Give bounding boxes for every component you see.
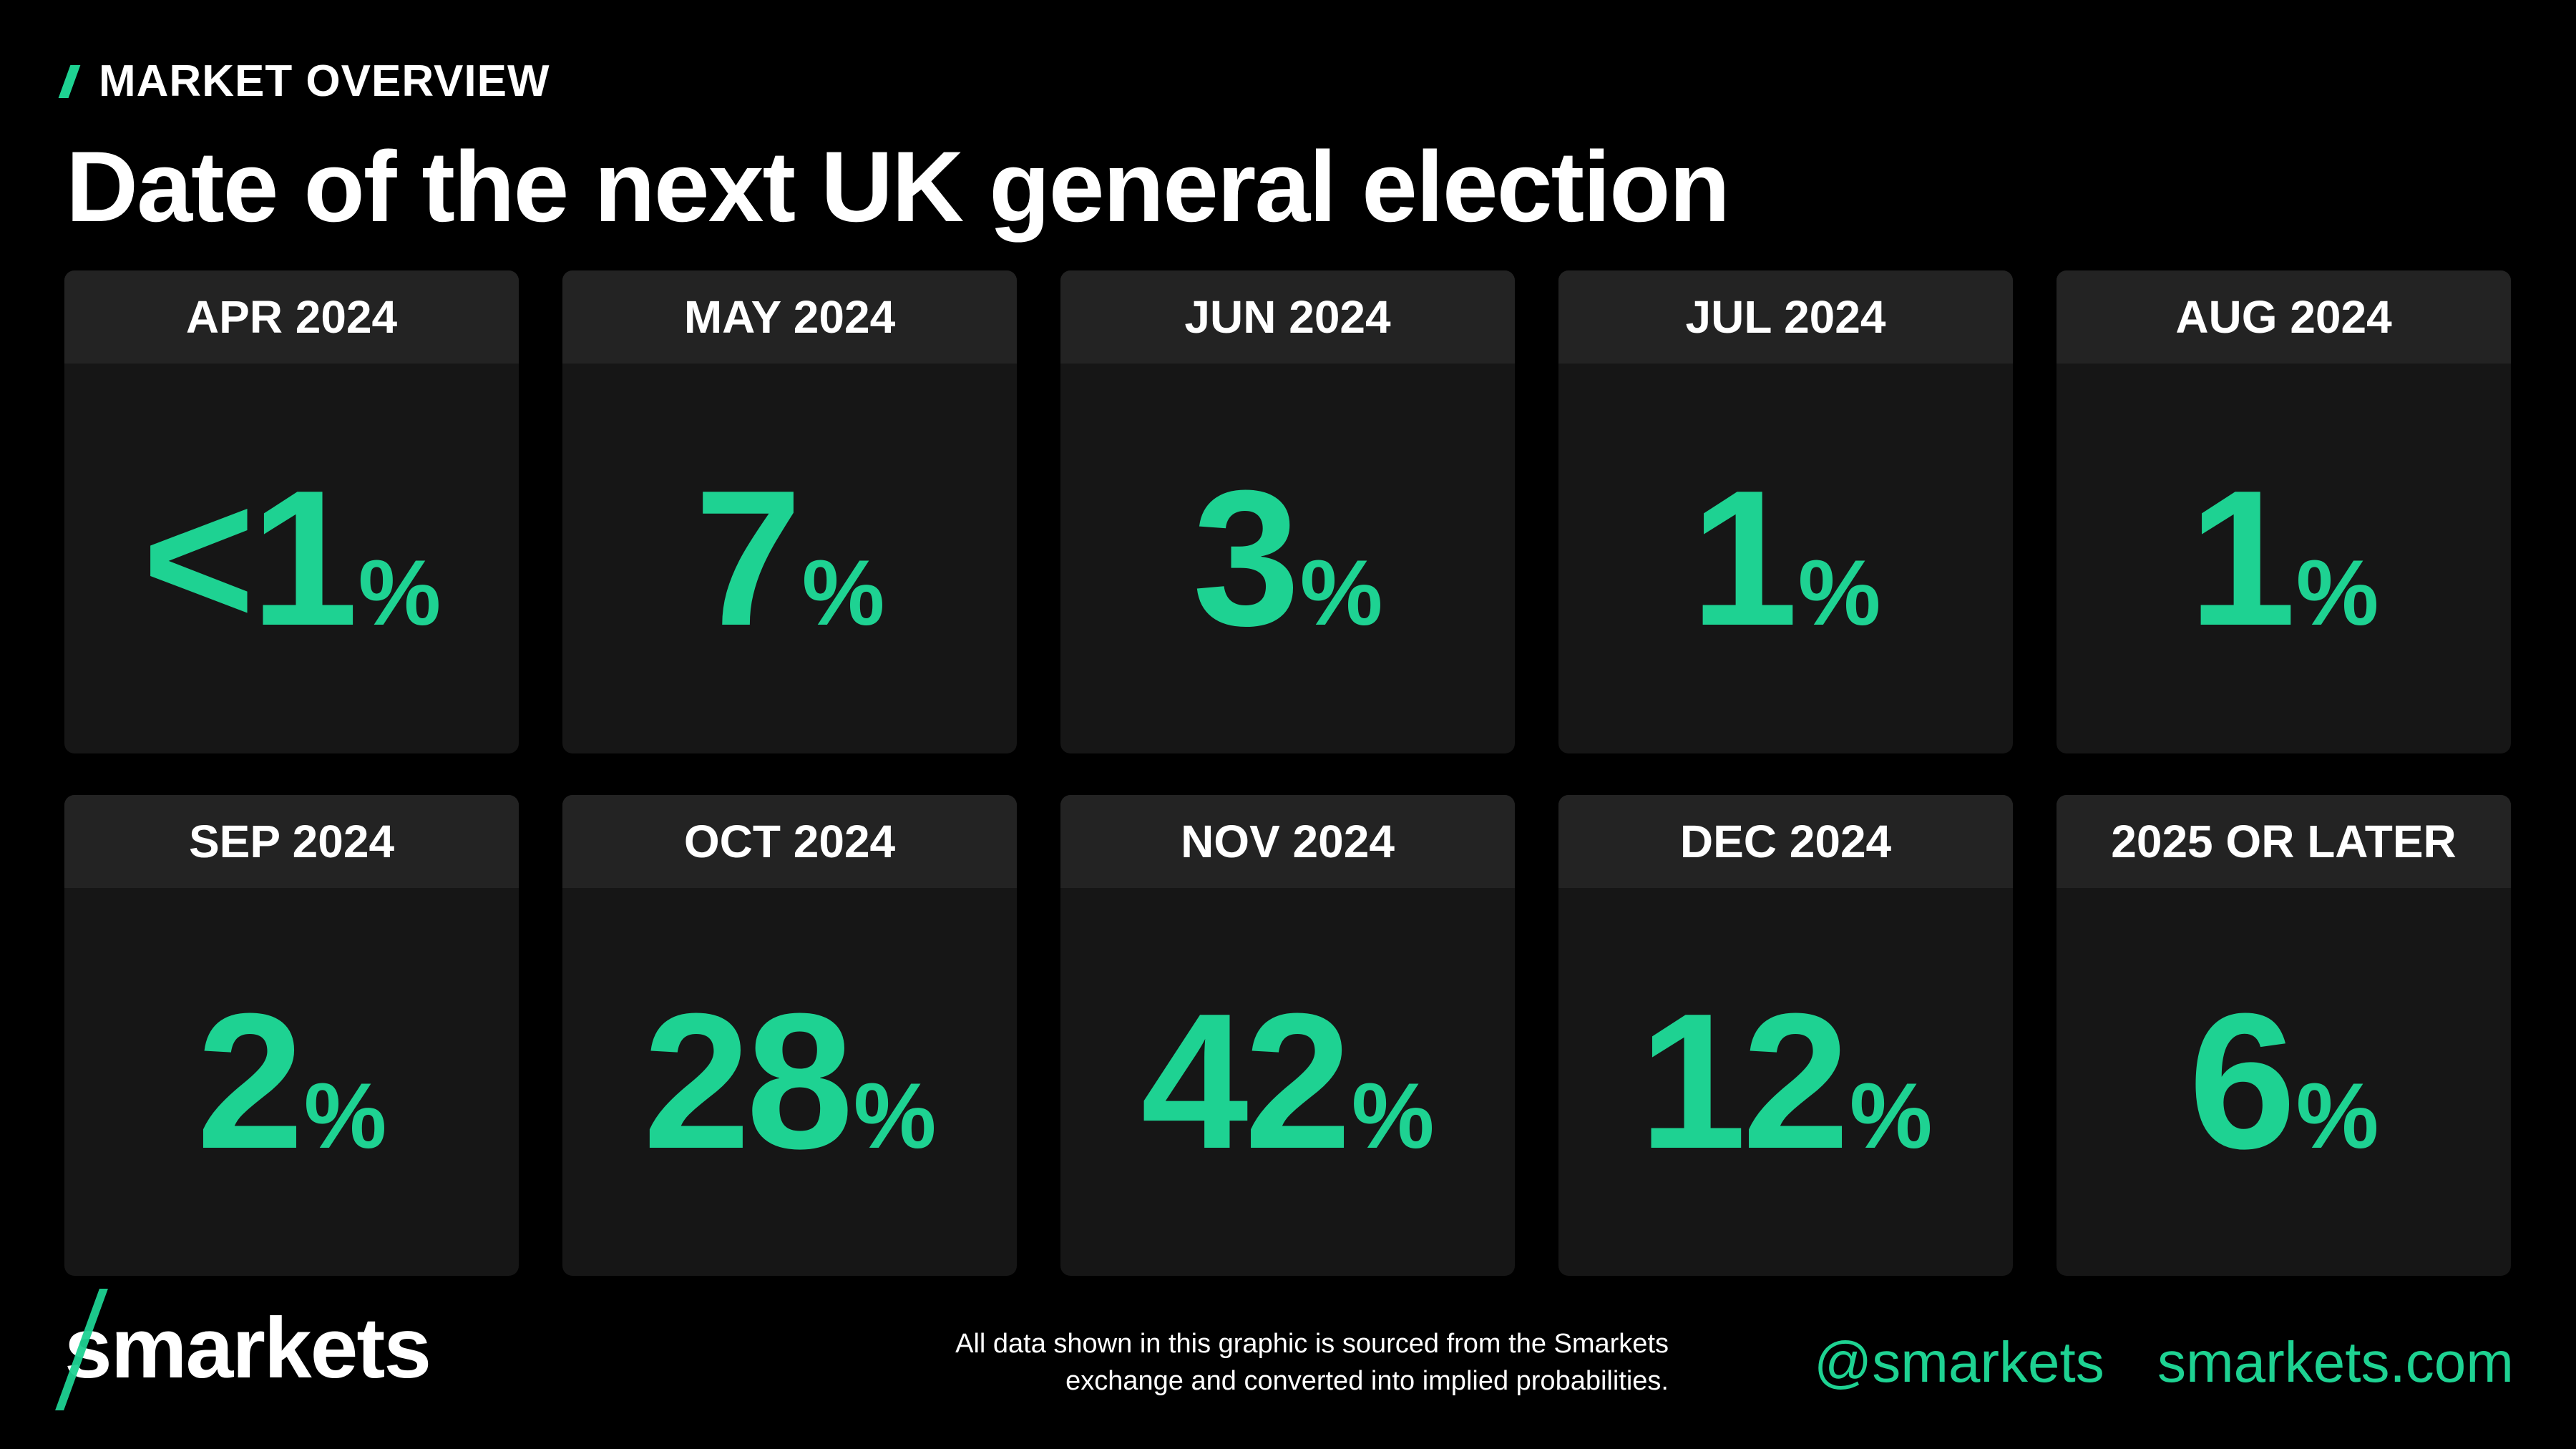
source-note: All data shown in this graphic is source… <box>810 1325 1669 1400</box>
card-number: 3 <box>1192 450 1300 666</box>
card-label: AUG 2024 <box>2057 270 2511 364</box>
card-2025-or-later: 2025 OR LATER 6% <box>2057 795 2511 1276</box>
card-jun-2024: JUN 2024 3% <box>1060 270 1515 753</box>
source-note-line-1: All data shown in this graphic is source… <box>955 1329 1669 1359</box>
card-label: APR 2024 <box>64 270 519 364</box>
card-oct-2024: OCT 2024 28% <box>562 795 1017 1276</box>
probability-grid: APR 2024 <1% MAY 2024 7% JUN 2024 3% JUL… <box>64 270 2512 1276</box>
card-value: 12% <box>1558 888 2013 1276</box>
logo-wordmark: markets <box>110 1300 431 1396</box>
card-unit: % <box>1299 540 1383 645</box>
card-value: 3% <box>1060 364 1515 753</box>
card-unit: % <box>801 540 885 645</box>
kicker-label: MARKET OVERVIEW <box>99 57 550 106</box>
card-number: 2 <box>196 974 304 1189</box>
card-value: 1% <box>2057 364 2511 753</box>
website-link: smarkets.com <box>2157 1330 2514 1394</box>
card-label: JUN 2024 <box>1060 270 1515 364</box>
card-label: MAY 2024 <box>562 270 1017 364</box>
slash-icon <box>58 64 81 98</box>
card-label: NOV 2024 <box>1060 795 1515 888</box>
card-label: JUL 2024 <box>1558 270 2013 364</box>
card-unit: % <box>358 540 441 645</box>
card-unit: % <box>853 1063 937 1168</box>
card-value: 6% <box>2057 888 2511 1276</box>
card-label: DEC 2024 <box>1558 795 2013 888</box>
smarkets-logo: s markets <box>64 1299 431 1397</box>
card-number: 1 <box>2188 450 2296 666</box>
card-value: 2% <box>64 888 519 1276</box>
card-number: 6 <box>2188 974 2296 1189</box>
section-kicker: MARKET OVERVIEW <box>58 56 550 107</box>
card-unit: % <box>2296 540 2379 645</box>
card-apr-2024: APR 2024 <1% <box>64 270 519 753</box>
card-unit: % <box>1351 1063 1435 1168</box>
card-number: 12 <box>1639 974 1850 1189</box>
card-value: 42% <box>1060 888 1515 1276</box>
page-title: Date of the next UK general election <box>66 130 1730 243</box>
card-value: <1% <box>64 364 519 753</box>
card-number: 28 <box>643 974 854 1189</box>
card-aug-2024: AUG 2024 1% <box>2057 270 2511 753</box>
source-note-line-2: exchange and converted into implied prob… <box>1065 1366 1669 1396</box>
card-label: SEP 2024 <box>64 795 519 888</box>
card-number: <1 <box>142 450 358 666</box>
card-unit: % <box>303 1063 387 1168</box>
card-dec-2024: DEC 2024 12% <box>1558 795 2013 1276</box>
logo-s-mark: s <box>64 1300 112 1396</box>
card-sep-2024: SEP 2024 2% <box>64 795 519 1276</box>
card-number: 7 <box>694 450 802 666</box>
card-value: 7% <box>562 364 1017 753</box>
card-nov-2024: NOV 2024 42% <box>1060 795 1515 1276</box>
card-unit: % <box>2296 1063 2379 1168</box>
card-number: 1 <box>1690 450 1798 666</box>
card-label: OCT 2024 <box>562 795 1017 888</box>
card-number: 42 <box>1141 974 1352 1189</box>
twitter-handle: @smarkets <box>1814 1330 2104 1394</box>
card-jul-2024: JUL 2024 1% <box>1558 270 2013 753</box>
card-value: 1% <box>1558 364 2013 753</box>
card-unit: % <box>1849 1063 1933 1168</box>
card-unit: % <box>1797 540 1881 645</box>
card-value: 28% <box>562 888 1017 1276</box>
card-may-2024: MAY 2024 7% <box>562 270 1017 753</box>
card-label: 2025 OR LATER <box>2057 795 2511 888</box>
